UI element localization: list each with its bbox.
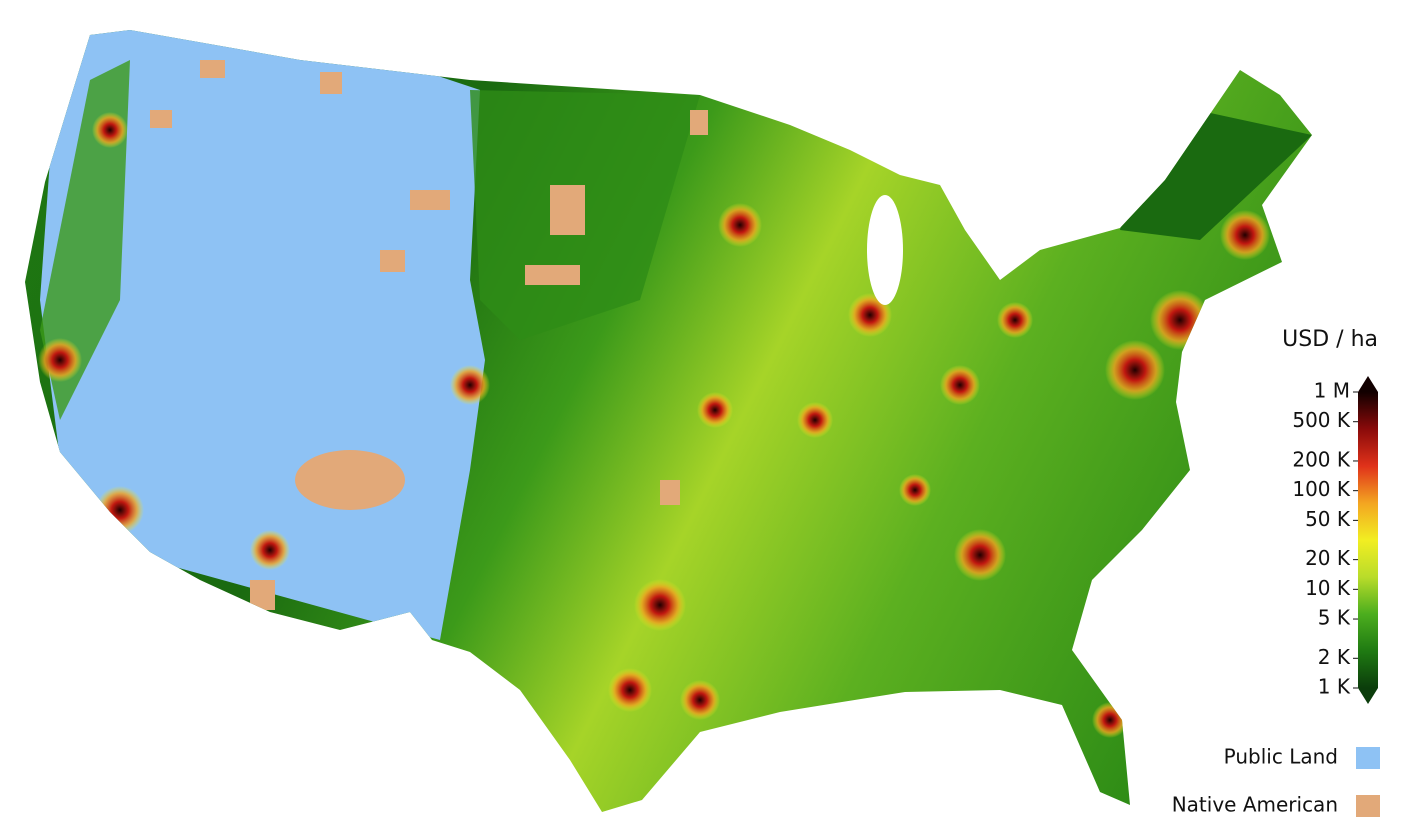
lake-michigan	[867, 195, 903, 305]
colorbar-tick-label: 10 K	[1305, 576, 1351, 600]
colorbar-extend-min	[1358, 688, 1378, 704]
urban-hotspots	[38, 112, 1270, 738]
legend: Public Land Native American	[1172, 745, 1380, 817]
colorbar-tick-label: 1 M	[1314, 379, 1350, 403]
colorbar-tick-label: 2 K	[1318, 645, 1351, 669]
legend-swatch	[1356, 747, 1380, 769]
legend-swatch	[1356, 795, 1380, 817]
colorbar-scale	[1358, 392, 1378, 688]
pacific-coast	[40, 60, 130, 420]
legend-label: Native American	[1172, 793, 1338, 817]
legend-label: Public Land	[1224, 745, 1338, 769]
colorbar-tick-label: 5 K	[1318, 606, 1351, 630]
colorbar: USD / ha 1 K 2 K 5 K 10 K 20 K 50 K 100 K 200 K 5…	[1282, 327, 1378, 704]
colorbar-tick-label: 500 K	[1292, 408, 1351, 432]
colorbar-title: USD / ha	[1282, 327, 1378, 352]
colorbar-tick-label: 20 K	[1305, 546, 1351, 570]
colorbar-extend-max	[1358, 376, 1378, 392]
native-american-lands	[150, 60, 708, 610]
colorbar-tick-label: 50 K	[1305, 507, 1351, 531]
colorbar-tick-label: 200 K	[1292, 447, 1351, 471]
colorbar-tick-label: 1 K	[1318, 675, 1351, 699]
colorbar-tick-label: 100 K	[1292, 477, 1351, 501]
